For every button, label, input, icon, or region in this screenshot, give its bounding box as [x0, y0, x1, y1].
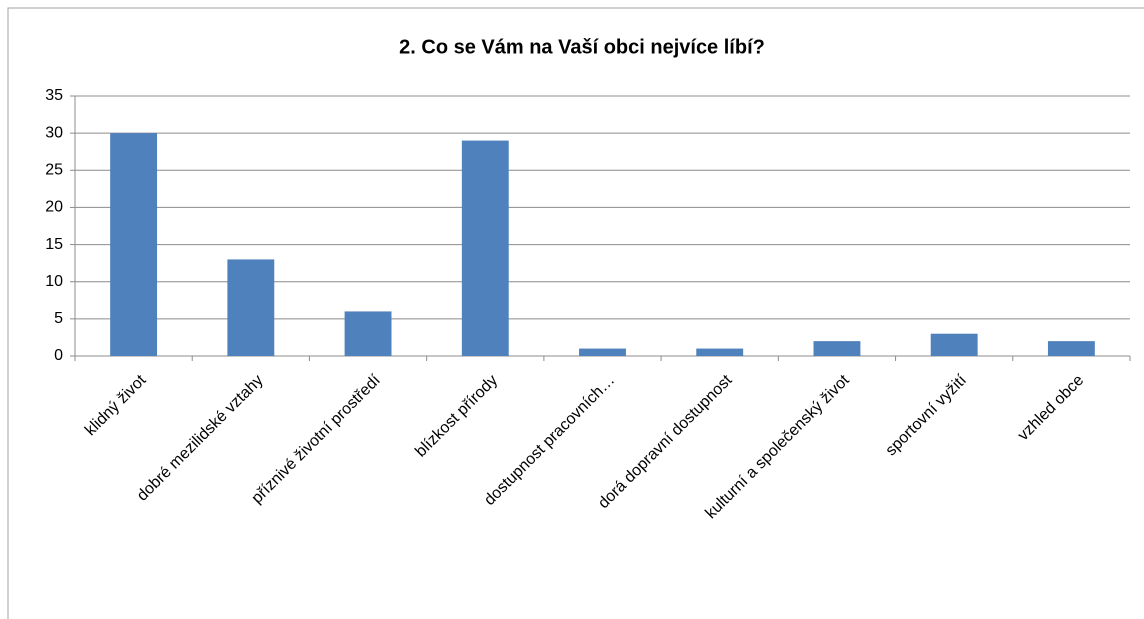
bar: [227, 259, 275, 356]
bar: [813, 341, 861, 356]
y-tick-label: 25: [45, 162, 63, 179]
y-tick-label: 10: [45, 273, 63, 290]
chart-border: [7, 7, 1144, 619]
bar: [579, 348, 626, 356]
chart-title: 2. Co se Vám na Vaší obci nejvíce líbí?: [399, 36, 765, 58]
bar: [344, 311, 392, 356]
bar: [461, 140, 509, 356]
bar: [930, 333, 978, 356]
bar: [110, 133, 158, 356]
y-tick-label: 5: [54, 310, 63, 327]
y-tick-label: 15: [45, 236, 63, 253]
bar: [696, 348, 744, 356]
bar: [1047, 341, 1095, 356]
y-tick-label: 20: [45, 199, 63, 216]
y-tick-label: 35: [45, 87, 63, 104]
y-tick-label: 0: [54, 347, 63, 364]
y-tick-label: 30: [45, 124, 63, 141]
